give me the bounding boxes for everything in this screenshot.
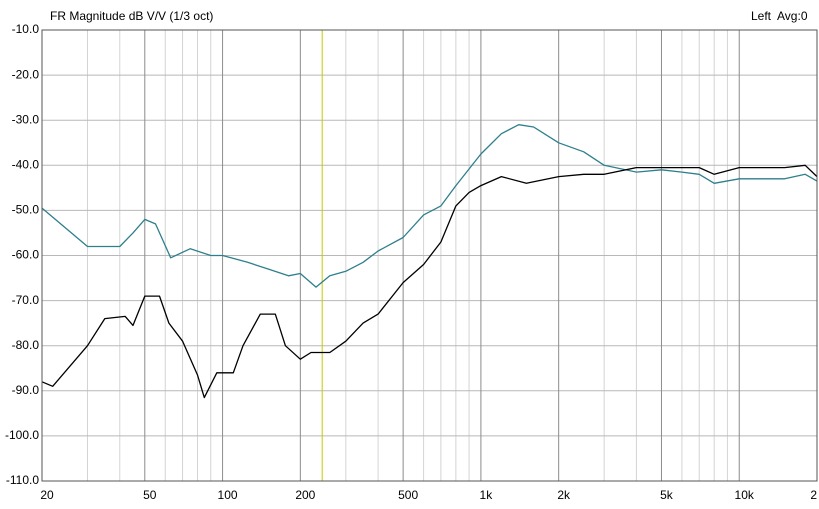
chart-title: FR Magnitude dB V/V (1/3 oct) [50,9,213,23]
x-tick-label: 1k [480,488,494,502]
y-tick-label: -70.0 [12,293,40,307]
x-tick-label: 2k [557,488,571,502]
x-tick-label: 10k [735,488,755,502]
y-tick-label: -50.0 [12,203,40,217]
series-line [41,164,818,399]
series-line [41,124,818,288]
x-tick-label: 500 [398,488,418,502]
y-tick-label: -40.0 [12,157,40,171]
y-tick-label: -80.0 [12,338,40,352]
y-tick-label: -10.0 [12,22,40,36]
y-tick-label: -20.0 [12,67,40,81]
x-tick-label: 5k [660,488,674,502]
y-tick-label: -110.0 [6,473,39,487]
x-tick-label: 2 [810,488,817,502]
y-tick-label: -100.0 [5,428,39,442]
x-tick-label: 200 [295,488,315,502]
x-tick-label: 20 [40,488,54,502]
y-tick-label: -30.0 [12,112,40,126]
x-tick-label: 50 [143,488,157,502]
plot-border [41,29,818,482]
y-tick-label: -90.0 [12,383,40,397]
y-tick-label: -60.0 [12,248,40,262]
annotation: Left Avg:0 [751,9,808,23]
x-tick-label: 100 [218,488,238,502]
